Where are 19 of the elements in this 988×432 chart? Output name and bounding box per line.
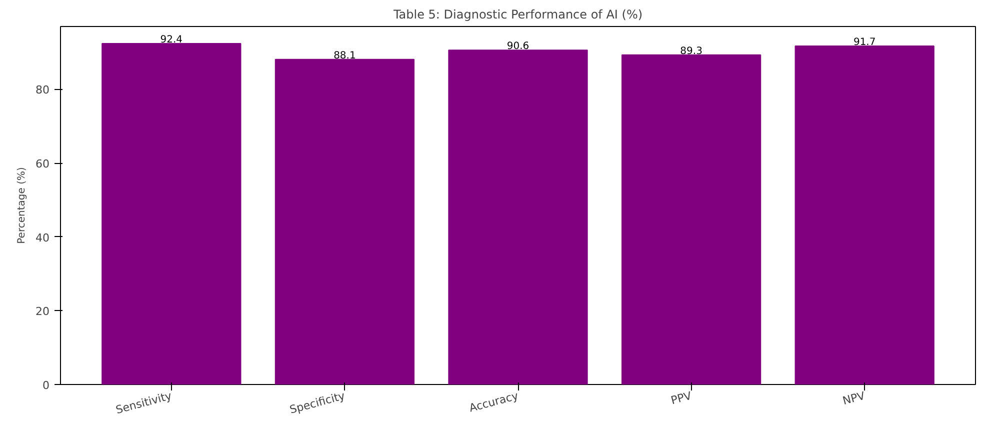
- y-axis-title: Percentage (%): [16, 167, 28, 244]
- y-tick-label: 40: [36, 231, 50, 244]
- data-label: 92.4: [160, 34, 183, 46]
- x-tick-label: PPV: [670, 389, 694, 408]
- bar: [794, 46, 934, 384]
- y-tick-label: 20: [36, 305, 50, 318]
- y-tick-label: 0: [42, 379, 50, 392]
- bar: [274, 58, 415, 384]
- y-tick-label: 60: [36, 158, 50, 171]
- y-tick-label: 80: [36, 84, 50, 97]
- data-label: 89.3: [680, 46, 702, 57]
- bar: [102, 42, 242, 384]
- data-label: 91.7: [853, 37, 876, 48]
- data-label: 90.6: [506, 41, 530, 52]
- x-tick-label: NPV: [841, 389, 867, 408]
- chart-title: Table 5: Diagnostic Performance of AI (%): [392, 8, 643, 22]
- bar: [448, 50, 588, 384]
- data-label: 88.1: [334, 50, 356, 62]
- bar: [621, 54, 762, 384]
